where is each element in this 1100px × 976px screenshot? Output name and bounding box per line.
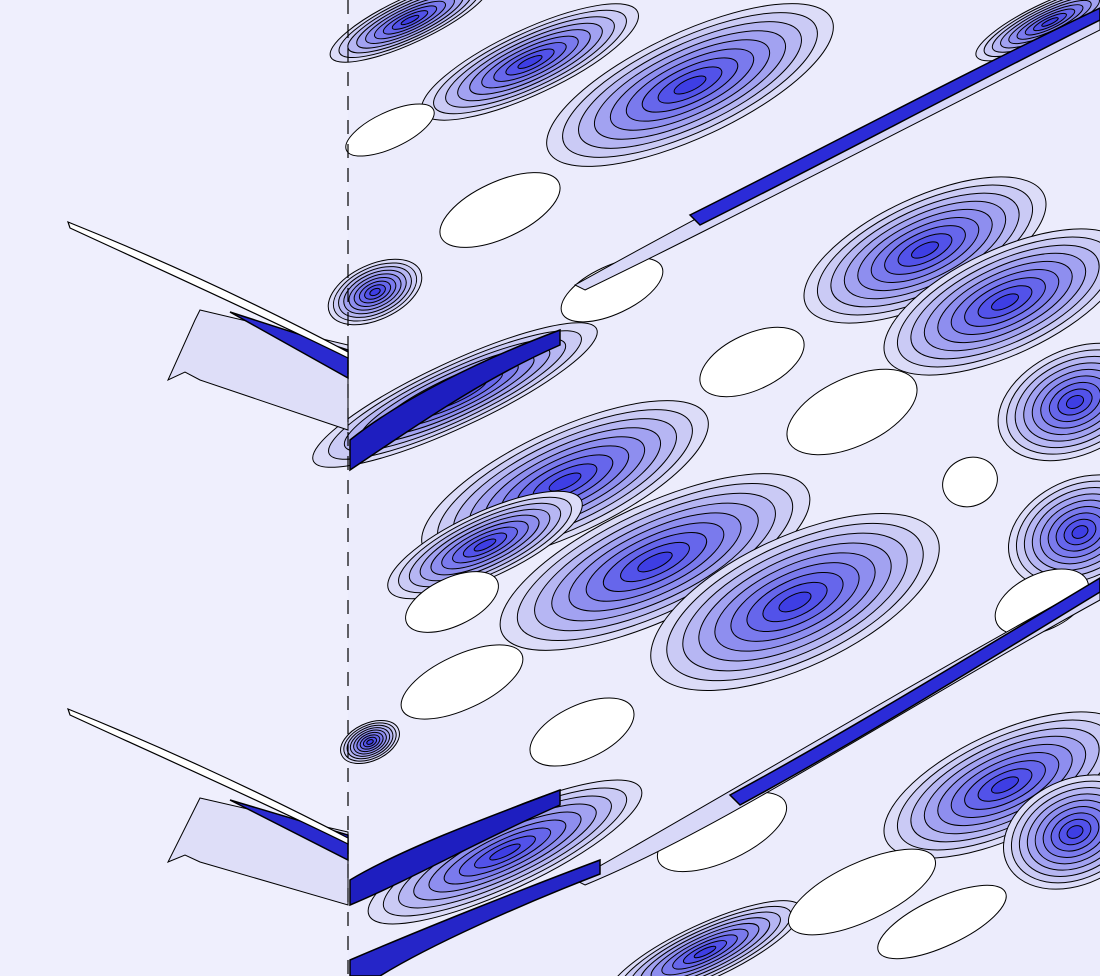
contour-level xyxy=(1066,825,1084,839)
low-contour xyxy=(400,644,524,720)
wakes xyxy=(349,7,1100,976)
vortex xyxy=(421,3,639,121)
low-contour xyxy=(877,884,1007,960)
vortex xyxy=(1002,774,1100,890)
wake-core xyxy=(349,788,561,907)
contour-level xyxy=(991,293,1019,311)
low-contour xyxy=(405,571,499,633)
vortex xyxy=(340,719,400,765)
low-contour xyxy=(942,456,998,508)
contour-level xyxy=(1071,525,1089,539)
contour-level xyxy=(778,591,812,613)
low-contour xyxy=(345,103,435,157)
low-contour xyxy=(439,172,561,248)
vortex xyxy=(997,342,1100,462)
contour-level xyxy=(673,75,707,95)
vortex xyxy=(329,0,491,63)
contour-level xyxy=(369,287,381,297)
blade-2 xyxy=(67,707,349,906)
vortex xyxy=(546,3,834,167)
contour-level xyxy=(548,472,582,492)
low-contour xyxy=(786,368,918,456)
low-contour xyxy=(787,848,937,936)
low-contour xyxy=(560,257,664,323)
low-contour xyxy=(529,697,635,767)
contour-level xyxy=(489,843,521,861)
contour-level xyxy=(366,739,374,745)
contour-level xyxy=(400,14,420,26)
contour-level xyxy=(517,55,543,69)
wake-core xyxy=(349,328,561,472)
vortex xyxy=(883,228,1100,376)
vortex xyxy=(327,258,423,326)
vortex xyxy=(499,473,811,651)
vortex xyxy=(650,513,940,691)
low-contours xyxy=(345,103,1090,960)
wake-core xyxy=(688,7,1100,226)
contour-level xyxy=(991,776,1019,794)
blade-1 xyxy=(67,220,349,431)
wake-core xyxy=(728,577,1100,806)
contour-level xyxy=(693,945,717,959)
vortex xyxy=(607,900,803,976)
vortex xyxy=(387,490,583,600)
vortex xyxy=(883,711,1100,859)
contour-level xyxy=(473,538,497,552)
vortex xyxy=(367,779,643,925)
contour-level xyxy=(637,551,673,573)
contour-level xyxy=(1041,17,1059,27)
wake-core xyxy=(349,858,601,976)
blade xyxy=(67,220,349,359)
low-contour xyxy=(699,326,805,398)
vortex xyxy=(1007,474,1100,590)
contour-level xyxy=(911,241,939,259)
contour-level xyxy=(1065,394,1085,410)
